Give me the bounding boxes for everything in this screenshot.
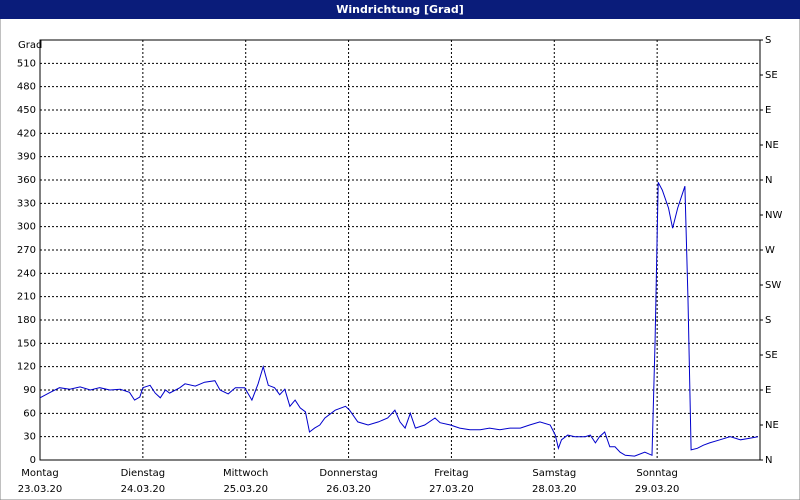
y2-tick-label: S <box>765 315 771 326</box>
y-tick-label: 270 <box>17 245 36 256</box>
y2-tick-label: SE <box>765 70 778 81</box>
y-tick-label: 0 <box>30 455 36 466</box>
y-tick-label: 450 <box>17 105 36 116</box>
y-tick-label: 60 <box>23 408 36 419</box>
x-tick-date: 29.03.20 <box>635 484 680 495</box>
x-tick-date: 26.03.20 <box>326 484 371 495</box>
y-tick-label: 390 <box>17 152 36 163</box>
y2-tick-label: SE <box>765 350 778 361</box>
y2-tick-label: E <box>765 105 771 116</box>
y-tick-label: 330 <box>17 198 36 209</box>
x-tick-label: Montag <box>21 468 58 479</box>
x-tick-date: 27.03.20 <box>429 484 474 495</box>
y2-tick-label: NE <box>765 140 779 151</box>
y-axis-label: Grad <box>18 40 42 51</box>
x-tick-date: 25.03.20 <box>223 484 268 495</box>
y2-tick-label: NE <box>765 420 779 431</box>
y2-tick-label: W <box>765 245 775 256</box>
chart-title: Windrichtung [Grad] <box>336 3 464 16</box>
y-tick-label: 90 <box>23 385 36 396</box>
data-line <box>39 182 758 457</box>
y-tick-label: 210 <box>17 292 36 303</box>
y-tick-label: 180 <box>17 315 36 326</box>
y-tick-label: 360 <box>17 175 36 186</box>
x-tick-label: Freitag <box>434 468 468 479</box>
x-tick-date: 23.03.20 <box>18 484 63 495</box>
y-tick-label: 120 <box>17 362 36 373</box>
y2-tick-label: N <box>765 455 772 466</box>
y-tick-label: 300 <box>17 222 36 233</box>
y-tick-label: 150 <box>17 338 36 349</box>
x-tick-label: Samstag <box>532 468 576 479</box>
x-tick-label: Dienstag <box>121 468 166 479</box>
x-tick-date: 28.03.20 <box>532 484 577 495</box>
y2-tick-label: SW <box>765 280 781 291</box>
y-tick-label: 240 <box>17 268 36 279</box>
title-bar <box>0 0 800 19</box>
x-tick-date: 24.03.20 <box>121 484 166 495</box>
y2-tick-label: N <box>765 175 772 186</box>
y2-tick-label: E <box>765 385 771 396</box>
y2-tick-label: S <box>765 35 771 46</box>
x-tick-label: Donnerstag <box>319 468 377 479</box>
y-tick-label: 480 <box>17 82 36 93</box>
y-tick-label: 510 <box>17 58 36 69</box>
x-tick-label: Mittwoch <box>223 468 268 479</box>
y-tick-label: 30 <box>23 432 36 443</box>
y-tick-label: 420 <box>17 128 36 139</box>
x-tick-label: Sonntag <box>636 468 678 479</box>
y2-tick-label: NW <box>765 210 782 221</box>
